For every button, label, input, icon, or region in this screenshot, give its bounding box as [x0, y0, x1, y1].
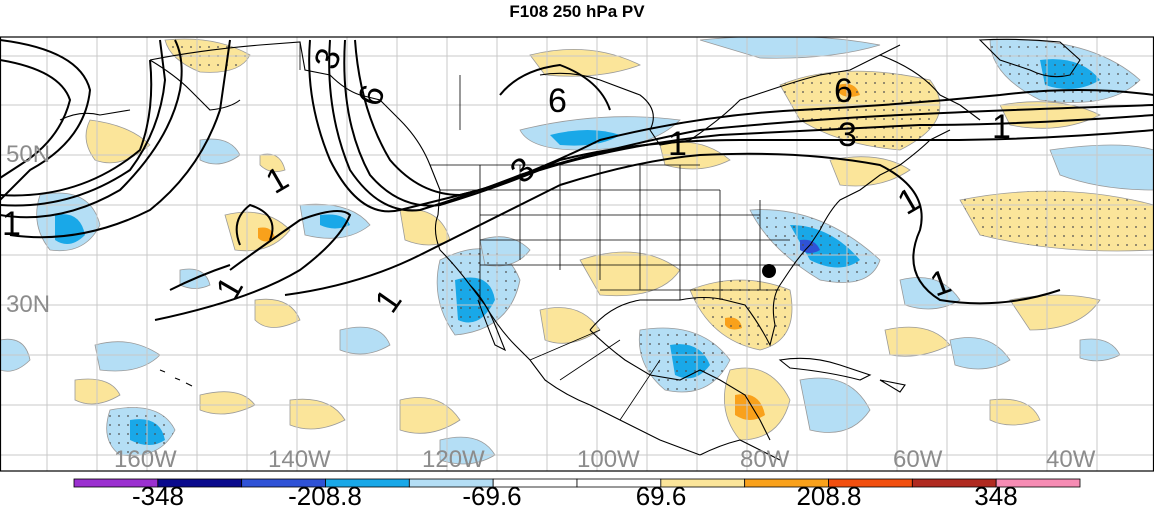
colorbar-labels: -348 -208.8 -69.6 69.6 208.8 348	[132, 481, 1018, 509]
colorbar-label: -348	[132, 481, 184, 509]
colorbar-swatch	[995, 478, 1081, 488]
lat-label-50n: 50N	[6, 141, 50, 168]
contour-label-6b: 6	[548, 82, 567, 120]
lon-label-80w: 80W	[740, 446, 790, 473]
contour-label-6c: 6	[834, 72, 853, 110]
colorbar-label: -69.6	[462, 481, 521, 509]
contour-label-1h: 1	[992, 108, 1011, 146]
lon-label-100w: 100W	[577, 446, 640, 473]
lon-label-120w: 120W	[422, 446, 485, 473]
storm-center-marker	[762, 264, 776, 278]
political-boundaries	[299, 42, 800, 421]
colorbar-label: 348	[974, 481, 1017, 509]
colorbar-label: 208.8	[796, 481, 861, 509]
lon-label-160w: 160W	[114, 446, 177, 473]
contour-label-3c: 3	[838, 116, 857, 154]
graticule	[0, 37, 1154, 471]
lon-label-140w: 140W	[268, 446, 331, 473]
contour-label-1: 1	[668, 125, 687, 163]
colorbar-swatches	[73, 478, 1081, 488]
colorbar-label: 69.6	[636, 481, 687, 509]
map-title: F108 250 hPa PV	[509, 2, 645, 21]
colorbar-label: -208.8	[288, 481, 362, 509]
map-background	[0, 37, 1154, 471]
coastlines	[59, 38, 1081, 461]
lon-label-40w: 40W	[1046, 446, 1096, 473]
lat-label-30n: 30N	[6, 291, 50, 318]
lon-label-60w: 60W	[893, 446, 943, 473]
contour-label-1c: 1	[2, 205, 21, 243]
pv-contours	[0, 39, 1154, 321]
